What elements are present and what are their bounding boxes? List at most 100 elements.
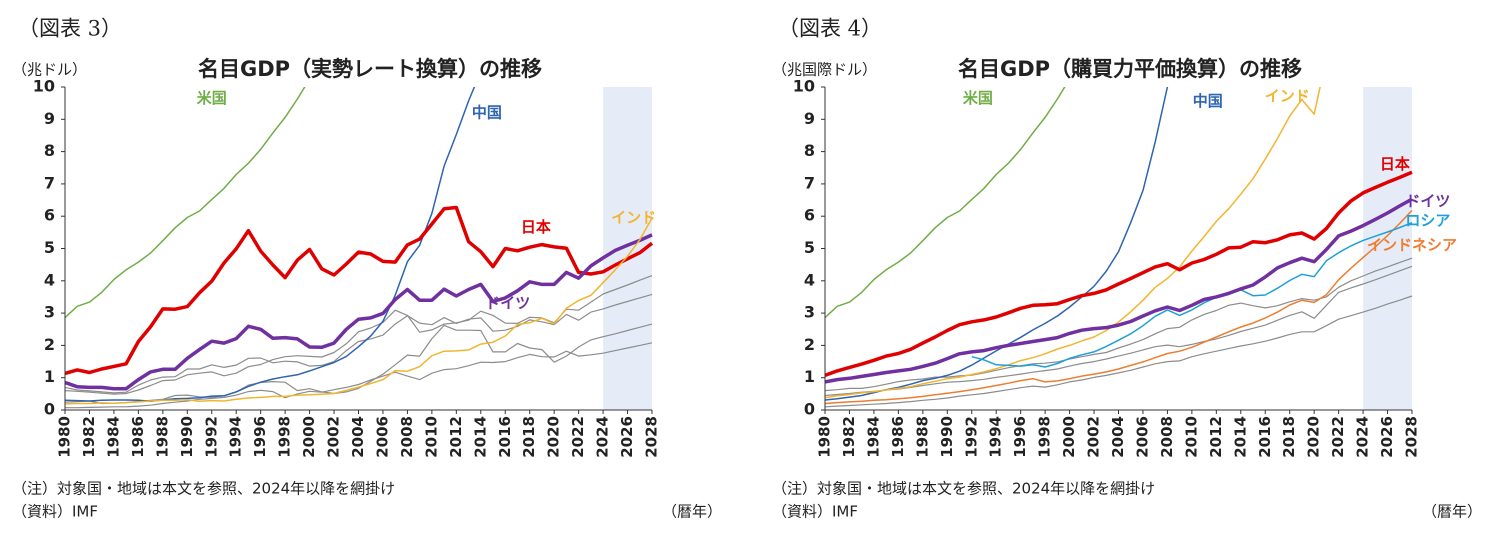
y-tick-label: 7 [804, 173, 815, 192]
x-tick-label: 2008 [1158, 416, 1176, 458]
x-tick-label: 2018 [520, 416, 538, 458]
series-line [825, 87, 1066, 319]
x-tick-label: 2002 [1085, 416, 1103, 458]
x-tick-label: 2014 [471, 416, 489, 458]
note: （注）対象国・地域は本文を参照、2024年以降を網掛け [12, 480, 395, 498]
x-tick-label: 2004 [1109, 416, 1127, 458]
series-label: インド [611, 208, 656, 226]
plot-lines [65, 87, 654, 409]
x-tick-label: 1988 [153, 416, 171, 458]
x-tick-label: 1998 [276, 416, 294, 458]
x-tick-label: 2020 [545, 416, 563, 458]
x-tick-label: 1998 [1036, 416, 1054, 458]
source: （資料）IMF [772, 503, 858, 521]
x-tick-label: 2026 [1378, 416, 1396, 458]
x-tick-label: 1984 [104, 416, 122, 458]
series-line [65, 205, 654, 376]
y-axis-unit: （兆国際ドル） [772, 61, 877, 79]
series-line [65, 323, 653, 405]
y-tick-label: 9 [804, 109, 815, 128]
y-tick-label: 1 [804, 367, 815, 386]
x-tick-label: 2004 [349, 416, 367, 458]
x-tick-label: 1996 [1011, 416, 1029, 458]
series-line [65, 293, 653, 394]
x-tick-label: 2014 [1231, 416, 1249, 458]
chart-title: 名目GDP（実勢レート換算）の推移 [198, 57, 542, 81]
x-tick-label: 1984 [864, 416, 882, 458]
series-line [65, 217, 653, 405]
x-tick-label: 2000 [1060, 416, 1078, 458]
series-line [825, 295, 1413, 408]
x-tick-label: 1980 [816, 416, 834, 458]
x-tick-label: 1996 [251, 416, 269, 458]
y-tick-label: 5 [804, 238, 815, 257]
x-tick-label: 2024 [1354, 416, 1372, 458]
x-tick-label: 2016 [496, 416, 514, 458]
x-tick-label: 2028 [643, 416, 661, 458]
series-line [971, 222, 1413, 368]
y-tick-label: 1 [44, 367, 55, 386]
x-tick-label: 2006 [373, 416, 391, 458]
series-line [65, 87, 306, 319]
series-line [65, 275, 653, 395]
series-label: 日本 [521, 218, 551, 236]
y-tick-label: 3 [44, 303, 55, 322]
y-tick-label: 5 [44, 238, 55, 257]
chart-title: 名目GDP（購買力平価換算）の推移 [958, 57, 1302, 81]
figure-label: （図表 4） [778, 17, 882, 41]
x-tick-label: 2002 [325, 416, 343, 458]
x-tick-label: 2022 [569, 416, 587, 458]
x-tick-label: 1986 [889, 416, 907, 458]
y-tick-label: 4 [804, 270, 815, 289]
y-tick-label: 7 [44, 173, 55, 192]
x-tick-label: 1994 [987, 416, 1005, 458]
figure-label: （図表 3） [18, 17, 122, 41]
y-tick-label: 0 [44, 400, 55, 419]
forecast-shade [1363, 87, 1412, 410]
series-line [825, 87, 1169, 401]
series-line [825, 197, 1413, 384]
series-line [825, 265, 1413, 397]
plot-lines [825, 87, 1413, 408]
x-tick-label: 2008 [398, 416, 416, 458]
y-tick-label: 8 [44, 141, 55, 160]
x-tick-label: 2016 [1256, 416, 1274, 458]
series-label: 米国 [197, 89, 227, 107]
x-tick-label: 1992 [202, 416, 220, 458]
x-tick-label: 1994 [227, 416, 245, 458]
y-tick-label: 10 [33, 77, 55, 96]
y-tick-label: 10 [793, 77, 815, 96]
y-tick-label: 2 [44, 335, 55, 354]
series-label: 米国 [963, 89, 993, 107]
series-label: 中国 [1193, 92, 1223, 110]
y-tick-label: 6 [44, 206, 55, 225]
series-line [825, 87, 1321, 399]
y-axis-unit: （兆ドル） [12, 61, 87, 79]
y-tick-label: 0 [804, 400, 815, 419]
y-tick-label: 3 [804, 303, 815, 322]
series-line [825, 257, 1413, 392]
series-label: ロシア [1405, 212, 1450, 230]
x-tick-label: 2006 [1133, 416, 1151, 458]
y-tick-label: 8 [804, 141, 815, 160]
x-tick-label: 1988 [913, 416, 931, 458]
y-tick-label: 2 [804, 335, 815, 354]
x-tick-label: 2012 [447, 416, 465, 458]
x-tick-label: 2020 [1305, 416, 1323, 458]
x-tick-label: 2012 [1207, 416, 1225, 458]
series-line [65, 233, 653, 391]
x-tick-label: 2018 [1280, 416, 1298, 458]
series-label: ドイツ [485, 294, 530, 312]
source: （資料）IMF [12, 503, 98, 521]
x-tick-label: 2028 [1403, 416, 1421, 458]
x-tick-label: 1990 [178, 416, 196, 458]
x-tick-label: 1980 [56, 416, 74, 458]
x-tick-label: 1990 [938, 416, 956, 458]
series-line [825, 170, 1413, 378]
y-tick-label: 9 [44, 109, 55, 128]
x-tick-label: 1992 [962, 416, 980, 458]
series-label: インド [1265, 87, 1310, 105]
x-tick-label: 2010 [1182, 416, 1200, 458]
series-label: ドイツ [1405, 192, 1450, 210]
